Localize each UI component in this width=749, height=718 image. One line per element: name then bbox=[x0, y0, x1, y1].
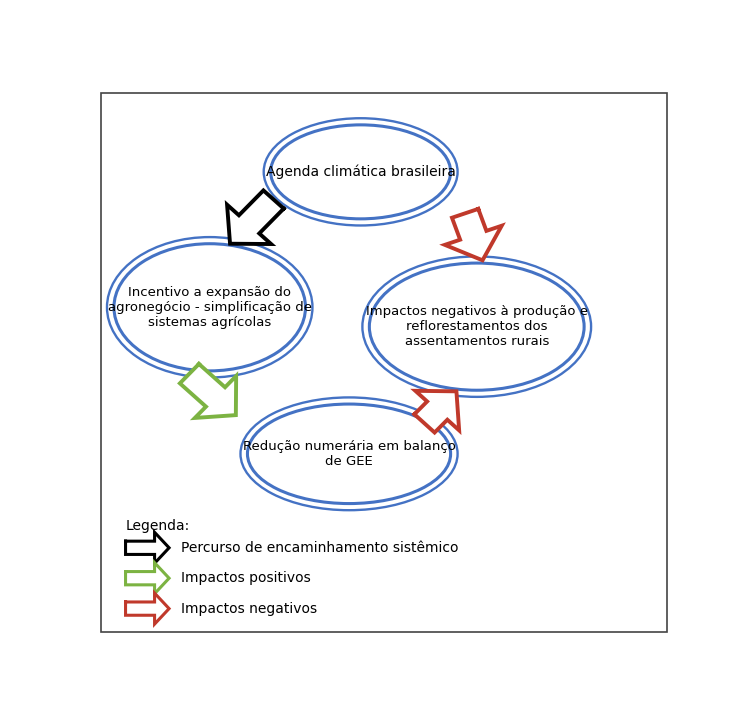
Text: Agenda climática brasileira: Agenda climática brasileira bbox=[266, 164, 455, 179]
Polygon shape bbox=[126, 532, 169, 564]
Ellipse shape bbox=[270, 125, 451, 219]
Text: Impactos negativos à produção e
reflorestamentos dos
assentamentos rurais: Impactos negativos à produção e reflores… bbox=[366, 305, 588, 348]
Ellipse shape bbox=[114, 243, 306, 371]
Polygon shape bbox=[126, 563, 169, 594]
Polygon shape bbox=[126, 593, 169, 624]
Text: Percurso de encaminhamento sistêmico: Percurso de encaminhamento sistêmico bbox=[181, 541, 458, 555]
Ellipse shape bbox=[369, 263, 584, 391]
Text: Legenda:: Legenda: bbox=[126, 518, 189, 533]
Polygon shape bbox=[180, 364, 236, 418]
Text: Impactos negativos: Impactos negativos bbox=[181, 602, 317, 615]
Text: Redução numerária em balanço
de GEE: Redução numerária em balanço de GEE bbox=[243, 440, 455, 468]
Text: Impactos positivos: Impactos positivos bbox=[181, 572, 310, 585]
Ellipse shape bbox=[247, 404, 451, 503]
Text: Incentivo a expansão do
agronegócio - simplificação de
sistemas agrícolas: Incentivo a expansão do agronegócio - si… bbox=[108, 286, 312, 329]
Polygon shape bbox=[414, 391, 459, 432]
Polygon shape bbox=[227, 190, 284, 244]
Polygon shape bbox=[445, 209, 502, 261]
